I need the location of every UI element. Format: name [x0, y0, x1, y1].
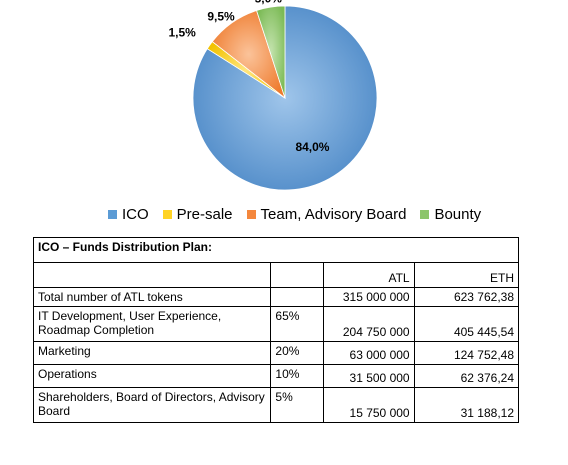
table-header-row: ATL ETH	[32, 262, 520, 288]
legend-label-bounty: Bounty	[434, 206, 482, 223]
row-eth: 623 762,38	[413, 287, 520, 307]
row-pct: 65%	[270, 306, 325, 342]
row-pct	[270, 287, 325, 307]
header-cell-atl: ATL	[323, 262, 415, 288]
chart-legend: ICO Pre-sale Team, Advisory Board Bounty	[108, 206, 495, 223]
data-label-team-advisory-board: 9,5%	[207, 9, 235, 23]
table-row: Marketing 20% 63 000 000 124 752,48	[32, 341, 520, 365]
data-label-ico: 84,0%	[295, 140, 329, 154]
data-label-bounty: 5,0%	[255, 0, 283, 5]
row-label: Operations	[32, 364, 272, 388]
legend-swatch-presale	[162, 210, 172, 219]
row-atl: 15 750 000	[323, 387, 415, 423]
legend-label-ico: ICO	[122, 206, 149, 223]
table-title-row: ICO – Funds Distribution Plan:	[33, 237, 519, 263]
legend-item-ico: ICO	[108, 206, 149, 223]
legend-swatch-ico	[108, 210, 117, 219]
legend-label-team: Team, Advisory Board	[260, 206, 407, 223]
row-label: Shareholders, Board of Directors, Adviso…	[32, 387, 272, 423]
row-eth: 31 188,12	[413, 387, 520, 423]
row-pct: 5%	[270, 387, 325, 423]
table-title: ICO – Funds Distribution Plan:	[33, 237, 519, 263]
legend-label-presale: Pre-sale	[176, 206, 233, 223]
header-cell-label	[32, 262, 272, 288]
legend-swatch-team	[246, 210, 256, 219]
table-row: IT Development, User Experience, Roadmap…	[32, 306, 520, 342]
row-eth: 62 376,24	[413, 364, 520, 388]
row-atl: 63 000 000	[323, 341, 415, 365]
row-atl: 204 750 000	[323, 306, 415, 342]
legend-item-team: Team, Advisory Board	[246, 206, 407, 223]
data-label-pre-sale: 1,5%	[169, 26, 197, 40]
legend-item-bounty: Bounty	[420, 206, 481, 223]
legend-swatch-bounty	[420, 210, 430, 219]
row-label: Total number of ATL tokens	[32, 287, 272, 307]
pie-slice-bounty	[256, 5, 286, 99]
legend-item-presale: Pre-sale	[162, 206, 233, 223]
header-cell-pct	[270, 262, 325, 288]
row-pct: 10%	[270, 364, 325, 388]
table-row: Shareholders, Board of Directors, Adviso…	[32, 387, 520, 423]
row-eth: 405 445,54	[413, 306, 520, 342]
row-atl: 31 500 000	[323, 364, 415, 388]
funds-distribution-table: ICO – Funds Distribution Plan: ATL ETH T…	[32, 237, 520, 423]
row-label: IT Development, User Experience, Roadmap…	[32, 306, 272, 342]
header-cell-eth: ETH	[413, 262, 520, 288]
row-label: Marketing	[32, 341, 272, 365]
row-atl: 315 000 000	[323, 287, 415, 307]
table-row: Operations 10% 31 500 000 62 376,24	[32, 364, 520, 388]
table-row: Total number of ATL tokens 315 000 000 6…	[32, 287, 520, 307]
pie-chart: 84,0% 1,5% 9,5% 5,0%	[169, 0, 378, 191]
row-eth: 124 752,48	[413, 341, 520, 365]
row-pct: 20%	[270, 341, 325, 365]
